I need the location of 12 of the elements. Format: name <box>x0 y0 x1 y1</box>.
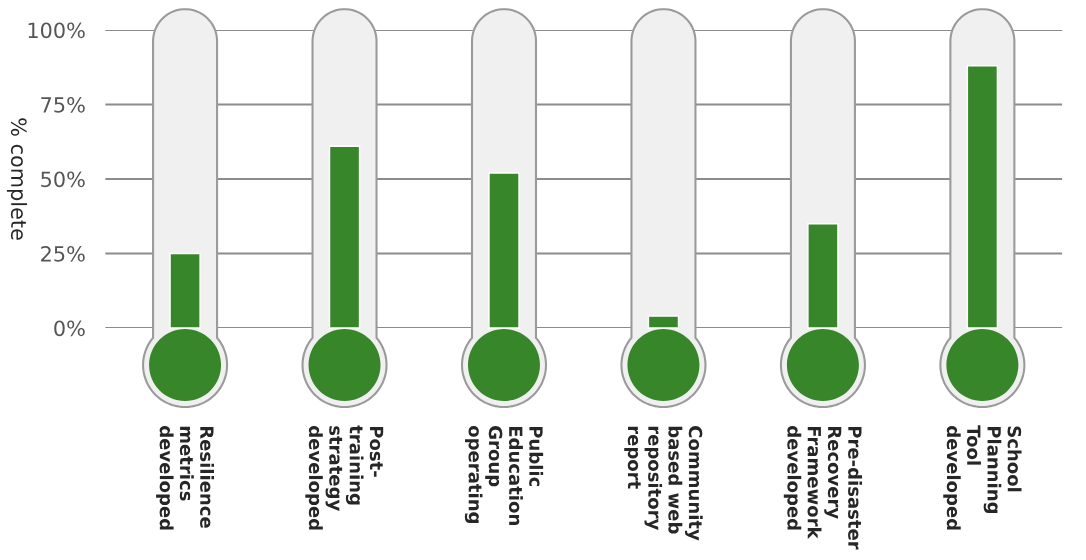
y-tick-label: 50% <box>41 171 85 188</box>
x-tick-label: Community based web repository report <box>624 426 703 541</box>
y-tick-label: 100% <box>28 22 85 39</box>
y-axis-title: % complete <box>6 118 28 240</box>
x-tick-label: Public Education Group operating <box>464 426 544 525</box>
y-tick-label: 75% <box>41 96 85 113</box>
x-tick-label: Post- training strategy developed <box>305 425 384 530</box>
x-tick-label: Pre-disaster Recovery Framework developed <box>783 426 863 550</box>
y-tick-label: 0% <box>54 320 85 337</box>
x-tick-label: Resilience metrics developed <box>156 426 215 530</box>
y-tick-label: 25% <box>41 245 85 262</box>
x-tick-label: School Planning Tool developed <box>943 425 1022 530</box>
